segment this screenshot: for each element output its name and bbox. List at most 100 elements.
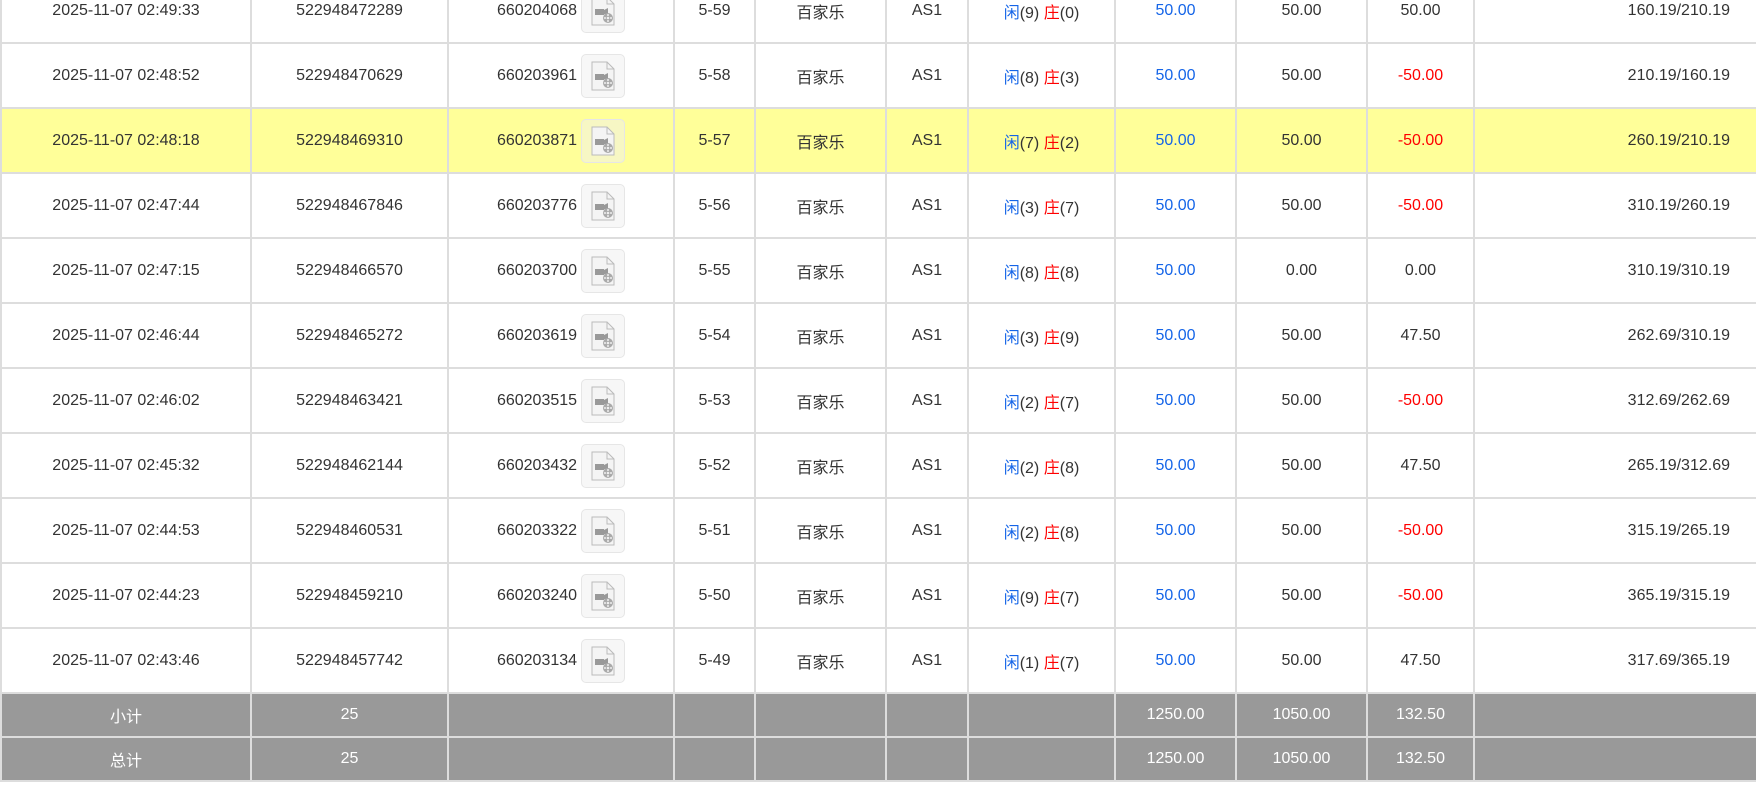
table-row[interactable]: 2025-11-07 02:47:15 522948466570 6602037… [0,237,1756,304]
table-row[interactable]: 2025-11-07 02:46:44 522948465272 6602036… [0,302,1756,369]
round-cell: 660203700 [447,237,675,304]
bet-amount: 50.00 [1114,367,1237,434]
round-cell: 660203776 [447,172,675,239]
round-id: 660203432 [496,456,578,474]
game-name: 百家乐 [754,302,887,369]
win-loss: -50.00 [1366,562,1475,629]
player-score: (7) [1019,134,1040,152]
player-score: (3) [1019,329,1040,347]
valid-amount: 50.00 [1235,0,1368,44]
player-label: 闲 [1003,199,1020,217]
room-name: AS1 [885,0,969,44]
game-name: 百家乐 [754,562,887,629]
video-replay-icon[interactable] [581,378,626,423]
bet-id: 522948467846 [250,172,449,239]
player-score: (8) [1019,69,1040,87]
room-name: AS1 [885,302,969,369]
round-cell: 660203134 [447,627,675,694]
video-replay-icon[interactable] [581,248,626,293]
round-cell: 660203961 [447,42,675,109]
bet-id: 522948466570 [250,237,449,304]
player-score: (3) [1019,199,1040,217]
round-id: 660203619 [496,326,578,344]
footer-label: 小计 [0,692,252,738]
player-score: (2) [1019,394,1040,412]
banker-label: 庄 [1043,654,1060,672]
bet-amount: 50.00 [1114,0,1237,44]
balance-before-after: 365.19/315.19 [1473,562,1756,629]
table-number: 5-55 [673,237,756,304]
table-row[interactable]: 2025-11-07 02:46:02 522948463421 6602035… [0,367,1756,434]
bet-time: 2025-11-07 02:47:15 [0,237,252,304]
valid-amount: 0.00 [1235,237,1368,304]
table-row[interactable]: 2025-11-07 02:44:23 522948459210 6602032… [0,562,1756,629]
video-replay-icon[interactable] [581,183,626,228]
video-replay-icon[interactable] [581,508,626,553]
round-id: 660203134 [496,651,578,669]
table-row[interactable]: 2025-11-07 02:43:46 522948457742 6602031… [0,627,1756,694]
bet-amount: 50.00 [1114,432,1237,499]
video-replay-icon[interactable] [581,573,626,618]
valid-amount: 50.00 [1235,367,1368,434]
footer-valid-total: 1050.00 [1235,736,1368,782]
banker-score: (8) [1059,524,1080,542]
valid-amount: 50.00 [1235,627,1368,694]
table-row[interactable]: 2025-11-07 02:49:33 522948472289 6602040… [0,0,1756,44]
table-row[interactable]: 2025-11-07 02:48:52 522948470629 6602039… [0,42,1756,109]
table-row[interactable]: 2025-11-07 02:45:32 522948462144 6602034… [0,432,1756,499]
bet-amount: 50.00 [1114,172,1237,239]
player-score: (8) [1019,264,1040,282]
valid-amount: 50.00 [1235,302,1368,369]
win-loss: 0.00 [1366,237,1475,304]
video-replay-icon[interactable] [581,53,626,98]
balance-before-after: 317.69/365.19 [1473,627,1756,694]
game-name: 百家乐 [754,237,887,304]
room-name: AS1 [885,107,969,174]
video-replay-icon[interactable] [581,443,626,488]
valid-amount: 50.00 [1235,107,1368,174]
table-row[interactable]: 2025-11-07 02:44:53 522948460531 6602033… [0,497,1756,564]
bet-id: 522948472289 [250,0,449,44]
balance-before-after: 262.69/310.19 [1473,302,1756,369]
balance-before-after: 265.19/312.69 [1473,432,1756,499]
table-row[interactable]: 2025-11-07 02:47:44 522948467846 6602037… [0,172,1756,239]
footer-win-total: 132.50 [1366,736,1475,782]
bet-time: 2025-11-07 02:45:32 [0,432,252,499]
bet-time: 2025-11-07 02:44:23 [0,562,252,629]
game-name: 百家乐 [754,107,887,174]
game-name: 百家乐 [754,172,887,239]
video-replay-icon[interactable] [581,0,626,33]
banker-label: 庄 [1043,134,1060,152]
round-id: 660203961 [496,66,578,84]
table-number: 5-57 [673,107,756,174]
room-name: AS1 [885,172,969,239]
round-id: 660203871 [496,131,578,149]
banker-score: (7) [1059,654,1080,672]
table-number: 5-59 [673,0,756,44]
round-cell: 660203619 [447,302,675,369]
result-cell: 闲(9) 庄(7) [967,562,1116,629]
round-cell: 660203432 [447,432,675,499]
game-name: 百家乐 [754,627,887,694]
balance-before-after: 310.19/260.19 [1473,172,1756,239]
bet-id: 522948465272 [250,302,449,369]
bet-amount: 50.00 [1114,562,1237,629]
banker-score: (7) [1059,199,1080,217]
video-replay-icon[interactable] [581,638,626,683]
bet-id: 522948469310 [250,107,449,174]
footer-label: 总计 [0,736,252,782]
footer-count: 25 [250,736,449,782]
bet-time: 2025-11-07 02:48:52 [0,42,252,109]
win-loss: -50.00 [1366,107,1475,174]
balance-before-after: 160.19/210.19 [1473,0,1756,44]
balance-before-after: 260.19/210.19 [1473,107,1756,174]
video-replay-icon[interactable] [581,313,626,358]
valid-amount: 50.00 [1235,172,1368,239]
win-loss: -50.00 [1366,367,1475,434]
player-label: 闲 [1003,524,1020,542]
table-number: 5-52 [673,432,756,499]
table-row[interactable]: 2025-11-07 02:48:18 522948469310 6602038… [0,107,1756,174]
video-replay-icon[interactable] [581,118,626,163]
result-cell: 闲(2) 庄(7) [967,367,1116,434]
